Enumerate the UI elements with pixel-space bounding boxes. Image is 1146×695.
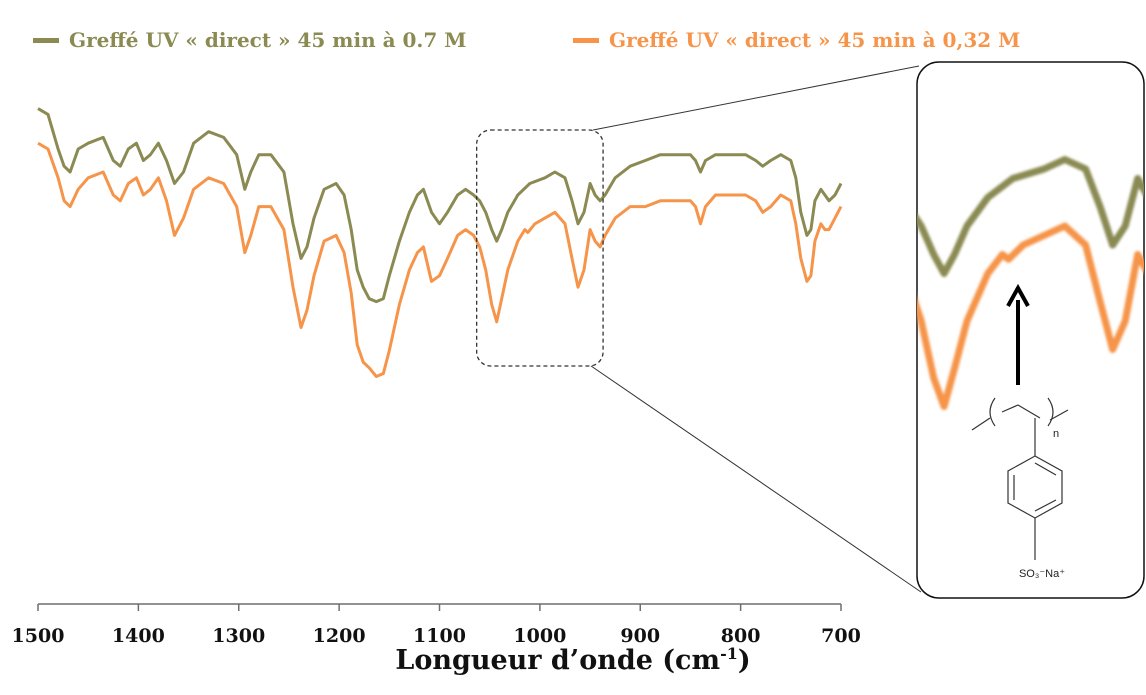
x-tick-label: 1100	[413, 625, 466, 647]
structure-drawing	[971, 397, 1069, 560]
x-tick-label: 1200	[313, 625, 366, 647]
legend-label-series-2: Greffé UV « direct » 45 min à 0,32 M	[609, 28, 1021, 52]
x-tick-label: 900	[620, 625, 660, 647]
zoom-region-box	[476, 129, 604, 367]
x-tick-label: 700	[821, 625, 861, 647]
structure-ring-double-bonds	[1013, 462, 1057, 512]
structure-bracket-right	[1047, 397, 1054, 427]
inset-arrow-head	[1006, 283, 1030, 307]
x-tick-label: 1500	[12, 625, 65, 647]
legend-item-series-2: Greffé UV « direct » 45 min à 0,32 M	[573, 28, 1020, 52]
legend-label-series-1: Greffé UV « direct » 45 min à 0.7 M	[69, 28, 467, 52]
structure-backbone	[971, 404, 1069, 431]
zoom-inset-panel	[916, 61, 1145, 599]
inset-plot	[917, 156, 1144, 410]
x-tick-label: 1300	[212, 625, 265, 647]
inset-series-line-2	[917, 222, 1144, 410]
structure-sulfonate-label: SO₃⁻Na⁺	[1019, 568, 1065, 580]
x-tick-label: 1400	[112, 625, 165, 647]
zoom-connector-top	[592, 65, 920, 131]
zoom-connector-bottom	[590, 365, 922, 593]
legend-item-series-1: Greffé UV « direct » 45 min à 0.7 M	[33, 28, 466, 52]
x-axis-title-exponent: -1	[720, 644, 738, 663]
series-line-1	[37, 107, 843, 304]
structure-bracket-left	[989, 397, 996, 427]
inset-series-line-1	[917, 156, 1144, 277]
x-axis-title-close: )	[737, 645, 751, 676]
legend-swatch-series-1	[33, 37, 59, 43]
series-line-2	[37, 141, 843, 378]
x-tick-label: 800	[721, 625, 761, 647]
structure-subscript-n: n	[1053, 428, 1059, 440]
x-axis-title: Longueur d’onde (cm-1)	[0, 644, 1146, 676]
x-axis-title-main: Longueur d’onde (cm	[395, 645, 721, 676]
x-tick-label: 1000	[513, 625, 566, 647]
legend-swatch-series-2	[573, 37, 599, 43]
